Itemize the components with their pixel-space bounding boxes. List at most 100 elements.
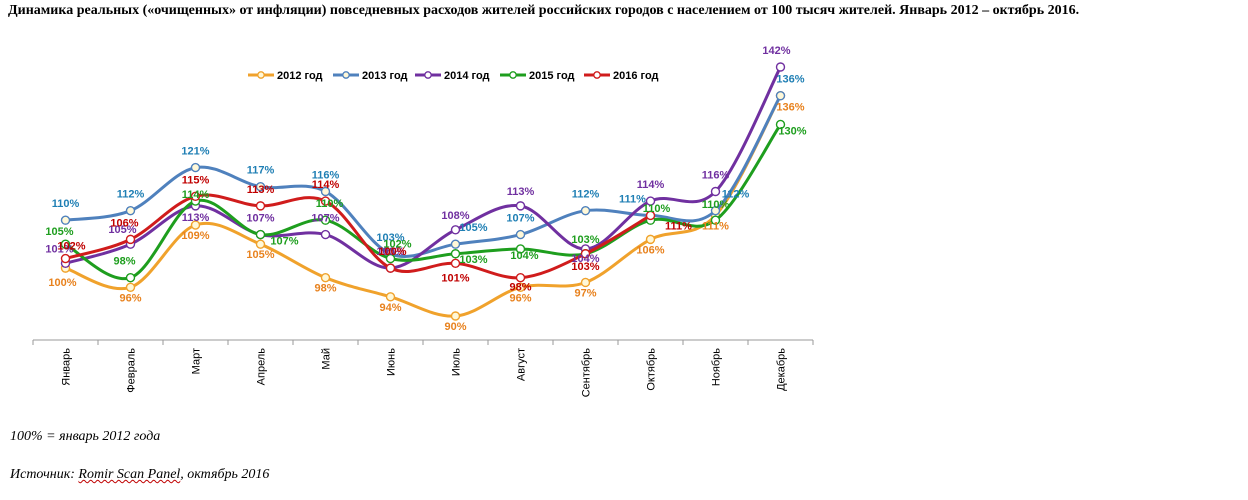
data-label-2012: 97% <box>574 287 596 299</box>
series-line-2016 <box>64 193 652 280</box>
x-tick-label: Август <box>516 348 528 381</box>
point-2015 <box>450 249 461 259</box>
data-label-2012: 94% <box>379 302 401 314</box>
point-2013 <box>775 91 786 101</box>
data-label-2013: 111% <box>619 193 646 205</box>
source-name: Romir Scan Panel <box>78 467 181 482</box>
data-label-2016: 115% <box>182 174 210 186</box>
data-label-2014: 113% <box>507 186 535 198</box>
data-label-2016: 102% <box>57 241 85 253</box>
point-2012 <box>190 220 201 230</box>
point-2013 <box>515 229 526 240</box>
data-label-2016: 100% <box>378 246 406 258</box>
point-2013 <box>580 205 591 216</box>
series-line-2015 <box>64 123 782 281</box>
point-2016 <box>385 263 396 273</box>
point-2016 <box>450 258 461 269</box>
series-group <box>60 62 786 321</box>
legend-marker <box>342 71 350 79</box>
data-label-2014: 104% <box>571 253 599 265</box>
point-2014 <box>515 201 526 211</box>
x-tick-label: Ноябрь <box>711 348 723 386</box>
point-2015 <box>255 229 266 240</box>
data-label-2016: 98% <box>509 282 531 294</box>
legend-label: 2016 год <box>613 70 659 82</box>
data-label-2015: 107% <box>270 236 298 248</box>
point-2013 <box>255 182 266 192</box>
series-line-2013 <box>64 94 782 258</box>
data-label-2015: 114% <box>182 189 210 201</box>
point-2012 <box>580 277 591 288</box>
source-suffix: , октябрь 2016 <box>180 467 270 482</box>
data-label-2015: 103% <box>571 234 599 246</box>
data-label-2012: 105% <box>246 249 274 261</box>
legend-label: 2015 год <box>529 70 575 82</box>
data-label-2016: 111% <box>665 220 692 232</box>
point-2013 <box>125 205 136 216</box>
x-tick-label: Сентябрь <box>581 348 593 398</box>
data-label-2013: 112% <box>722 189 750 201</box>
point-2012 <box>320 272 331 283</box>
point-2014 <box>645 196 656 206</box>
data-label-2014: 113% <box>182 212 210 224</box>
point-2013 <box>320 186 331 197</box>
legend-label: 2012 год <box>277 70 323 82</box>
point-2014 <box>450 225 461 235</box>
data-label-2015: 110% <box>702 199 730 211</box>
x-tick-label: Февраль <box>126 348 138 393</box>
chart-title: Динамика реальных («очищенных» от инфляц… <box>8 3 1080 18</box>
source-prefix: Источник: <box>10 467 79 482</box>
data-label-2014: 142% <box>762 45 790 57</box>
legend-marker <box>424 71 432 79</box>
data-label-2016: 114% <box>312 179 340 191</box>
point-2015 <box>775 119 786 130</box>
data-label-2014: 100% <box>376 246 404 258</box>
point-2015 <box>125 272 136 283</box>
data-label-2014: 107% <box>246 213 274 225</box>
point-2012 <box>450 311 461 321</box>
point-2012 <box>645 234 656 245</box>
legend-marker <box>593 71 601 79</box>
point-2015 <box>385 253 396 264</box>
baseline-note: 100% = январь 2012 года <box>10 429 161 444</box>
data-label-2013: 116% <box>312 170 340 182</box>
x-tick-label: Май <box>321 348 333 370</box>
data-label-2013: 112% <box>572 189 600 201</box>
data-label-2015: 110% <box>643 203 671 215</box>
data-label-2012: 100% <box>48 277 76 289</box>
point-2016 <box>125 234 136 245</box>
data-label-2016: 106% <box>110 217 138 229</box>
point-2015 <box>60 239 71 249</box>
data-label-2013: 110% <box>52 198 80 210</box>
data-label-2012: 109% <box>181 230 209 242</box>
data-label-2015: 105% <box>45 226 73 238</box>
point-2012 <box>515 282 526 292</box>
point-2013 <box>60 215 71 225</box>
x-tick-label: Июль <box>451 348 463 376</box>
point-2016 <box>580 249 591 259</box>
series-line-2012 <box>64 94 782 318</box>
x-tick-label: Апрель <box>256 348 268 386</box>
chart-legend: 2012 год 2013 год 2014 год 2015 год 2016 год <box>248 70 659 82</box>
data-label-2013: 112% <box>117 189 145 201</box>
x-tick-label: Октябрь <box>646 348 658 391</box>
data-label-2016: 103% <box>571 261 599 273</box>
data-label-2012: 96% <box>119 292 141 304</box>
point-2016 <box>255 201 266 211</box>
data-label-2012: 98% <box>314 283 336 295</box>
point-2014 <box>710 186 721 197</box>
data-label-2014: 114% <box>637 179 665 191</box>
data-label-2013: 103% <box>376 232 404 244</box>
data-label-2013: 121% <box>181 146 209 158</box>
data-label-2015: 130% <box>778 125 806 137</box>
point-2012 <box>385 292 396 302</box>
legend-label: 2014 год <box>444 70 490 82</box>
point-2013 <box>450 239 461 249</box>
data-label-2015: 104% <box>510 250 538 262</box>
data-label-2015: 98% <box>113 256 135 268</box>
data-label-2014: 105% <box>108 224 136 236</box>
data-label-2012: 111% <box>702 220 729 232</box>
data-label-2012: 90% <box>444 321 466 333</box>
data-label-2014: 101% <box>45 243 73 255</box>
point-2014 <box>775 62 786 72</box>
